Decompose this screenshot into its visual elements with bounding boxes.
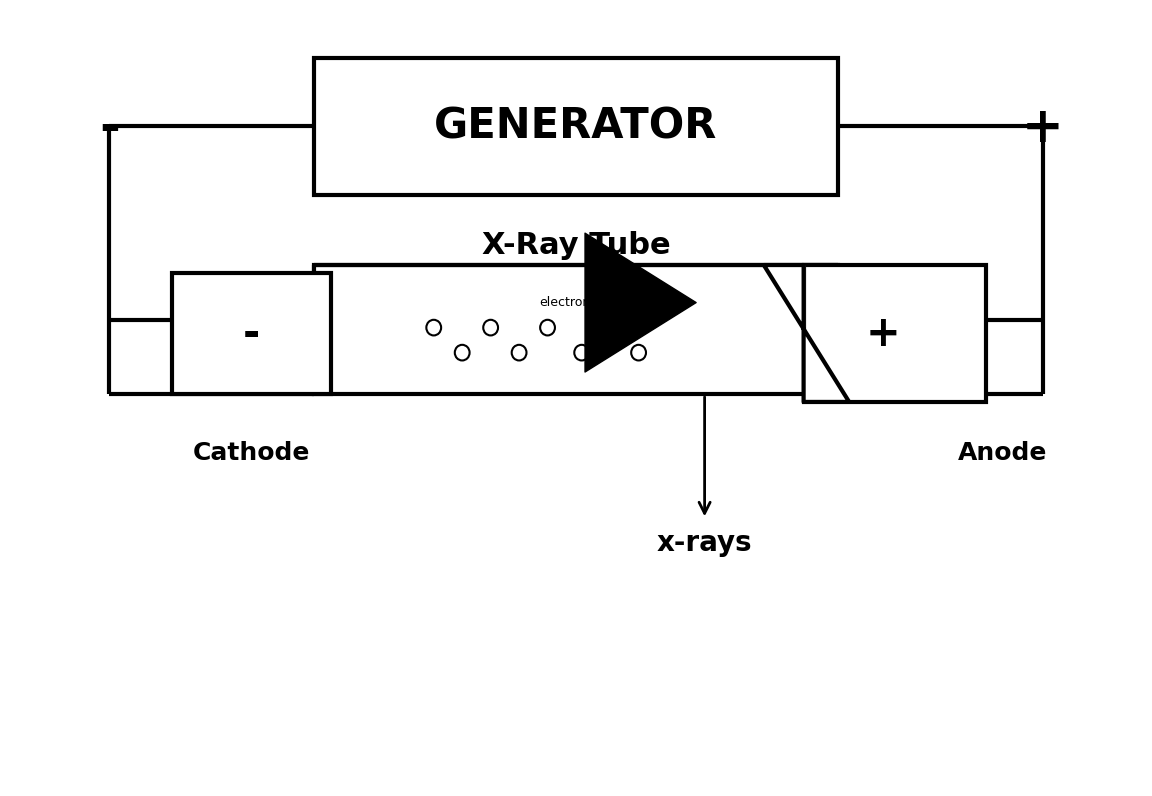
Text: +: + — [866, 313, 901, 355]
Ellipse shape — [602, 320, 617, 335]
Text: x-rays: x-rays — [657, 529, 752, 556]
Ellipse shape — [511, 345, 526, 361]
Text: X-Ray Tube: X-Ray Tube — [482, 231, 670, 260]
Ellipse shape — [483, 320, 498, 335]
Bar — [172, 273, 332, 394]
Text: Cathode: Cathode — [192, 441, 310, 465]
Bar — [314, 265, 838, 394]
Text: -: - — [99, 104, 120, 152]
Bar — [804, 265, 986, 402]
Ellipse shape — [631, 345, 646, 361]
Bar — [314, 58, 838, 195]
Text: -: - — [243, 313, 260, 355]
Ellipse shape — [540, 320, 555, 335]
Text: GENERATOR: GENERATOR — [434, 105, 718, 147]
Ellipse shape — [575, 345, 589, 361]
Ellipse shape — [455, 345, 470, 361]
Text: +: + — [1022, 104, 1063, 152]
Text: electrons: electrons — [539, 296, 597, 309]
Polygon shape — [764, 265, 849, 402]
Text: Anode: Anode — [958, 441, 1047, 465]
Ellipse shape — [426, 320, 441, 335]
